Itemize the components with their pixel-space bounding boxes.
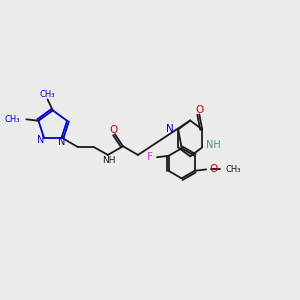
Text: NH: NH (206, 140, 221, 150)
Text: CH₃: CH₃ (40, 90, 55, 99)
Text: CH₃: CH₃ (4, 115, 20, 124)
Text: O: O (195, 105, 203, 115)
Text: CH₃: CH₃ (226, 165, 242, 174)
Text: NH: NH (103, 156, 116, 165)
Text: N: N (58, 136, 66, 147)
Text: N: N (37, 136, 44, 146)
Text: O: O (109, 125, 118, 135)
Text: N: N (167, 124, 174, 134)
Text: F: F (147, 152, 153, 162)
Text: O: O (209, 164, 218, 174)
